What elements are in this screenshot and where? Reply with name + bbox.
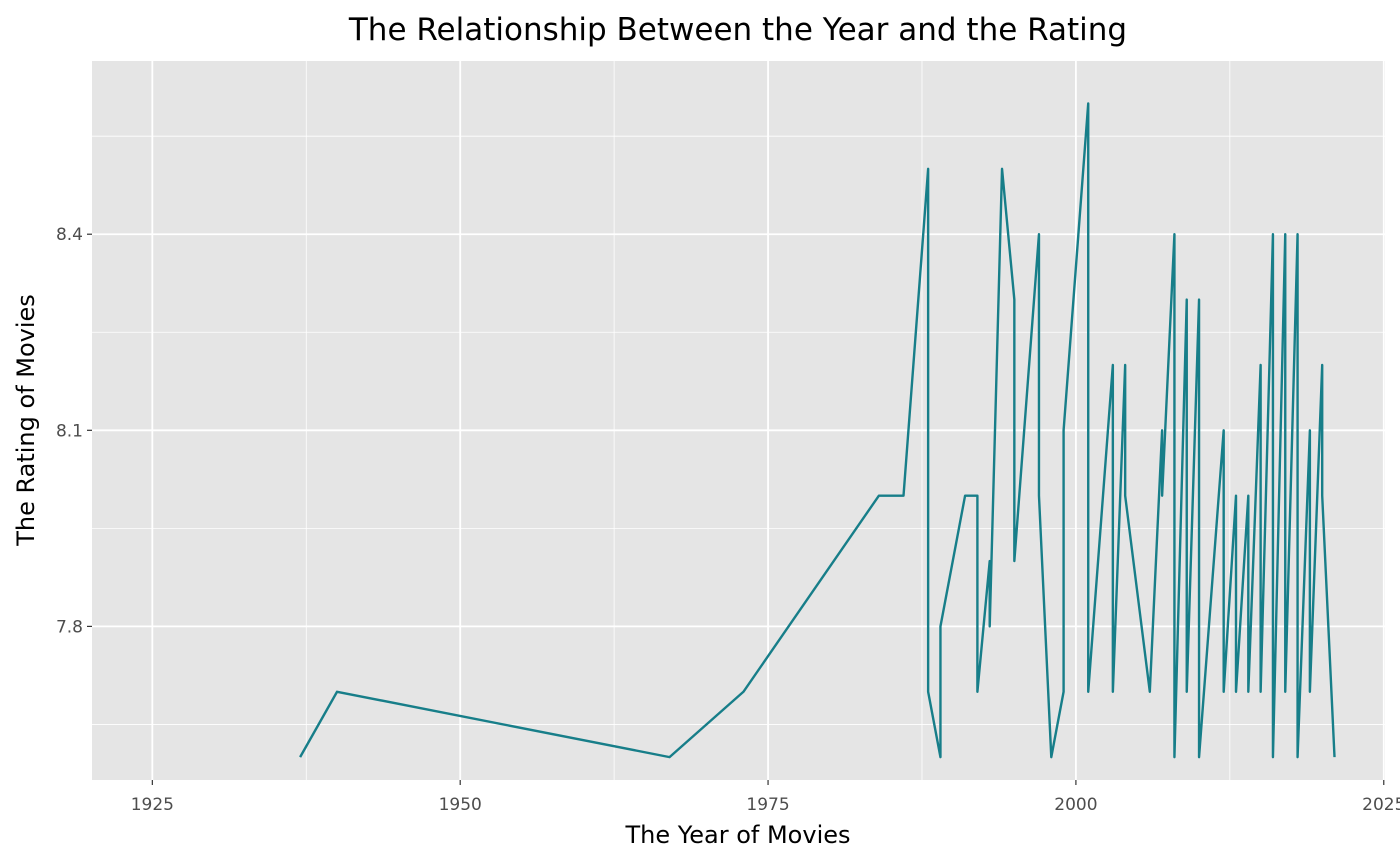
x-tick-label: 1925 xyxy=(131,795,174,815)
plot-panel xyxy=(92,61,1385,780)
series-layer xyxy=(299,102,1336,759)
y-tick-label: 7.8 xyxy=(56,617,83,637)
x-axis-title: The Year of Movies xyxy=(625,821,851,849)
x-tick-label: 2025 xyxy=(1362,795,1400,815)
y-tick-label: 8.4 xyxy=(56,225,83,245)
x-tick-label: 1950 xyxy=(439,795,482,815)
y-axis-ticks: 7.8 8.1 8.4 xyxy=(56,225,92,637)
major-grid xyxy=(92,61,1385,780)
y-axis-title: The Rating of Movies xyxy=(12,294,40,547)
chart-title: The Relationship Between the Year and th… xyxy=(348,12,1127,48)
x-tick-label: 2000 xyxy=(1054,795,1097,815)
x-axis-ticks: 1925 1950 1975 2000 2025 xyxy=(131,780,1400,815)
y-tick-label: 8.1 xyxy=(56,421,83,441)
x-tick-label: 1975 xyxy=(746,795,789,815)
